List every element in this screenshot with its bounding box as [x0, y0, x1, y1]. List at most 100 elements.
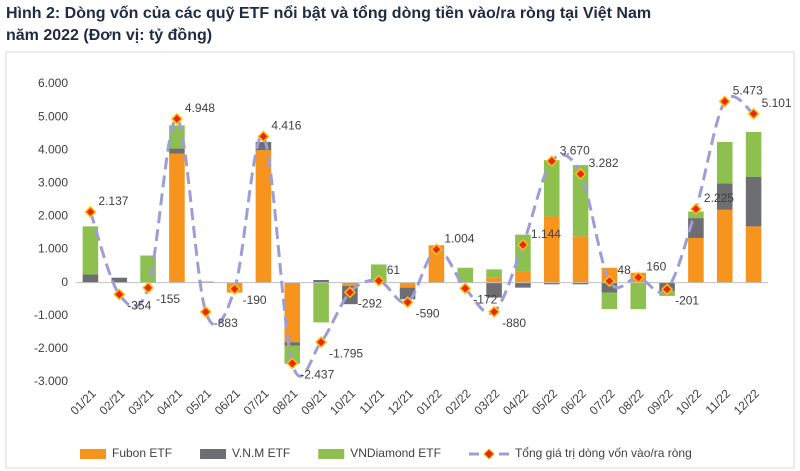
- y-tick-label: 1.000: [38, 242, 68, 256]
- y-tick-label: 2.000: [38, 209, 68, 223]
- data-label: -2.437: [300, 368, 334, 382]
- x-tick-label: 05/21: [183, 386, 214, 417]
- x-tick-label: 11/22: [703, 386, 734, 417]
- marker: [142, 281, 155, 294]
- marker: [228, 282, 241, 296]
- data-label: -155: [156, 292, 180, 306]
- marker: [747, 107, 760, 120]
- bar: [399, 282, 416, 288]
- marker: [516, 238, 529, 251]
- bar: [284, 345, 301, 364]
- data-label: -201: [675, 293, 699, 307]
- legend-swatch: [200, 449, 227, 459]
- data-label: -292: [358, 297, 382, 311]
- chart-frame: [5, 51, 795, 469]
- data-label: -883: [214, 316, 238, 330]
- y-tick-label: -1.000: [34, 308, 68, 322]
- bar: [111, 277, 128, 283]
- bar: [486, 269, 502, 278]
- marker: [401, 296, 414, 309]
- marker: [430, 243, 443, 256]
- bar: [515, 271, 531, 283]
- x-tick-label: 03/21: [125, 386, 156, 417]
- data-label: 3.282: [589, 156, 619, 170]
- x-tick-label: 04/21: [154, 386, 185, 417]
- bar: [284, 342, 301, 346]
- bar: [486, 282, 502, 298]
- marker: [488, 305, 501, 318]
- data-label: 2.225: [704, 191, 734, 205]
- marker: [372, 274, 385, 287]
- legend-swatch: [483, 448, 495, 460]
- legend-swatch: [80, 449, 106, 459]
- x-tick-label: 01/21: [68, 386, 99, 417]
- chart-title: Hình 2: Dòng vốn của các quỹ ETF nổi bật…: [6, 4, 651, 22]
- bar: [82, 226, 99, 275]
- x-tick-label: 01/22: [414, 386, 445, 417]
- data-label: -190: [243, 293, 267, 307]
- data-label: 5.473: [733, 84, 763, 98]
- x-tick-label: 09/22: [644, 386, 675, 417]
- x-tick-label: 07/21: [241, 386, 272, 417]
- bar: [255, 141, 272, 151]
- bar: [543, 160, 560, 217]
- bar: [428, 245, 445, 283]
- legend-label: Fubon ETF: [112, 446, 172, 460]
- marker: [689, 202, 702, 216]
- marker: [170, 112, 183, 125]
- x-tick-label: 02/22: [442, 386, 473, 417]
- bar: [688, 237, 704, 283]
- y-tick-label: -3.000: [34, 374, 68, 388]
- data-label: -354: [127, 299, 151, 313]
- y-tick-label: -2.000: [34, 341, 68, 355]
- data-label: 5.101: [762, 96, 792, 110]
- marker: [459, 282, 472, 295]
- bar: [169, 125, 185, 149]
- y-tick-label: 3.000: [38, 176, 68, 190]
- bar: [601, 282, 618, 293]
- marker: [84, 205, 97, 218]
- data-label: 160: [646, 260, 666, 274]
- bar: [572, 236, 589, 283]
- bar: [630, 282, 647, 310]
- data-label: 3.670: [560, 143, 590, 157]
- x-tick-label: 08/22: [615, 386, 646, 417]
- bar: [572, 282, 589, 285]
- bar: [716, 209, 733, 283]
- x-tick-label: 11/21: [357, 386, 388, 417]
- bar: [716, 141, 733, 184]
- data-label: -1.795: [329, 346, 363, 360]
- bar: [745, 176, 762, 227]
- marker: [113, 288, 126, 301]
- legend-label: VNDiamond ETF: [350, 446, 441, 460]
- bar: [601, 292, 618, 310]
- y-tick-label: 4.000: [38, 142, 68, 156]
- bar: [457, 267, 474, 283]
- bar: [370, 264, 387, 283]
- x-tick-label: 03/22: [471, 386, 502, 417]
- marker: [718, 95, 731, 108]
- bar: [169, 148, 185, 154]
- marker: [257, 130, 270, 143]
- data-label: 2.137: [98, 194, 128, 208]
- x-tick-label: 05/22: [529, 386, 560, 417]
- marker: [545, 155, 558, 168]
- x-tick-label: 12/22: [731, 386, 762, 417]
- marker: [632, 271, 645, 284]
- x-tick-label: 06/21: [212, 386, 243, 417]
- data-label: -172: [473, 293, 497, 307]
- marker: [315, 336, 328, 349]
- y-tick-label: 5.000: [38, 109, 68, 123]
- data-label: 1.004: [444, 232, 474, 246]
- bar: [745, 132, 762, 177]
- data-label: 4.948: [185, 101, 215, 115]
- bar: [313, 282, 329, 323]
- data-label: -590: [416, 306, 440, 320]
- bar: [342, 282, 358, 286]
- x-tick-label: 09/21: [298, 386, 329, 417]
- marker: [343, 286, 356, 299]
- bar: [169, 153, 185, 283]
- marker: [286, 357, 299, 370]
- x-tick-label: 06/22: [558, 386, 589, 417]
